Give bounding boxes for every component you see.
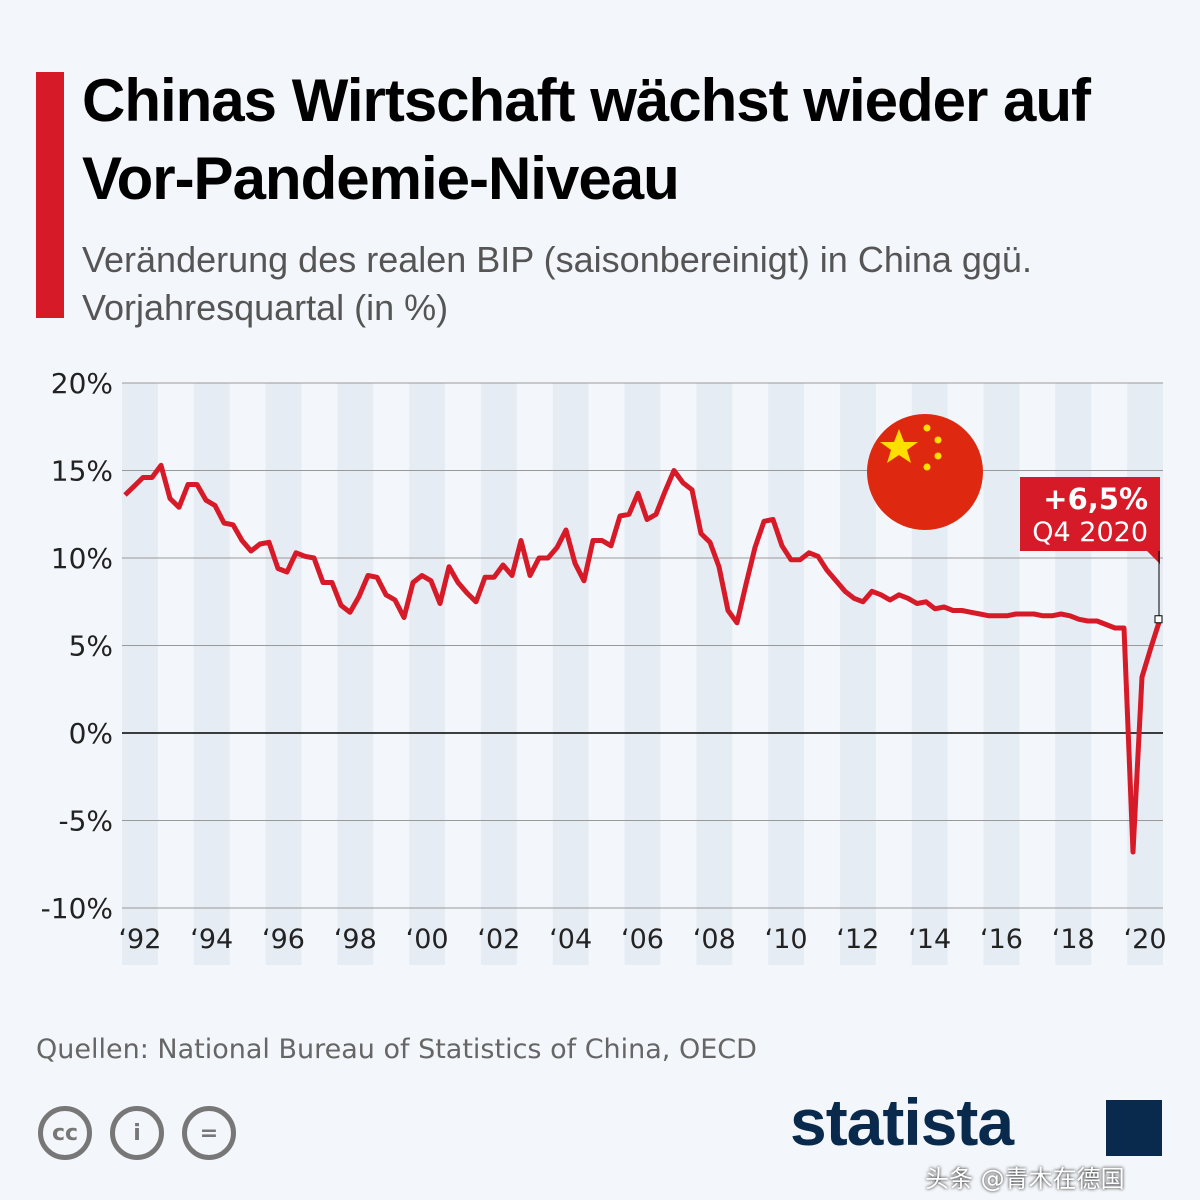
series-line <box>123 462 1163 855</box>
y-tick-label: 15% <box>51 455 113 488</box>
year-stripe <box>193 383 230 965</box>
by-icon[interactable]: i <box>110 1106 164 1160</box>
x-tick-label: ‘02 <box>477 924 520 955</box>
x-tick-label: ‘04 <box>549 924 592 955</box>
y-tick-label: 10% <box>51 542 113 575</box>
year-stripe <box>696 383 733 965</box>
year-stripe <box>265 383 302 965</box>
x-tick-label: ‘98 <box>334 924 377 955</box>
cc-icon[interactable]: cc <box>38 1106 92 1160</box>
x-tick-label: ‘08 <box>693 924 736 955</box>
x-tick-label: ‘14 <box>908 924 951 955</box>
y-tick-label: 0% <box>69 717 113 750</box>
chart-title: Chinas Wirtschaft wächst wieder auf Vor-… <box>82 67 1091 212</box>
x-tick-label: ‘06 <box>621 924 664 955</box>
year-stripe <box>480 383 517 965</box>
y-tick-label: 5% <box>69 630 113 663</box>
chart-subtitle: Veränderung des realen BIP (saisonberein… <box>82 239 1032 328</box>
x-tick-label: ‘00 <box>406 924 449 955</box>
statista-logo-mark <box>1106 1100 1162 1156</box>
watermark: 头条 @青木在德国 <box>925 1165 1125 1193</box>
y-tick-label: 20% <box>51 367 113 400</box>
statista-logo[interactable]: statista <box>790 1085 1014 1159</box>
y-tick-label: -10% <box>41 892 113 925</box>
x-tick-label: ‘20 <box>1124 924 1167 955</box>
x-tick-label: ‘16 <box>980 924 1023 955</box>
line-chart: 20% 15% 10% 5% 0% -5% -10%‘92 ‘94 ‘96 ‘98 ‘00 ‘02 ‘0… <box>41 367 1167 965</box>
nd-icon[interactable]: = <box>182 1106 236 1160</box>
year-stripe <box>983 383 1020 965</box>
x-tick-label: ‘18 <box>1052 924 1095 955</box>
x-tick-label: ‘10 <box>765 924 808 955</box>
annotation-callout: +6,5% Q4 2020 <box>1020 477 1163 624</box>
china-flag-icon <box>867 414 983 530</box>
source-note: Quellen: National Bureau of Statistics o… <box>36 1034 757 1065</box>
x-tick-label: ‘12 <box>836 924 879 955</box>
accent-bar <box>36 72 64 318</box>
annotation-label: Q4 2020 <box>1032 517 1148 548</box>
header: Chinas Wirtschaft wächst wieder auf Vor-… <box>82 62 1182 332</box>
year-stripe <box>337 383 374 965</box>
annotation-value: +6,5% <box>1043 482 1148 516</box>
x-tick-label: ‘96 <box>262 924 305 955</box>
year-stripe <box>768 383 805 965</box>
x-tick-label: ‘92 <box>118 924 161 955</box>
year-stripe <box>552 383 589 965</box>
year-stripe <box>409 383 446 965</box>
year-stripe <box>624 383 661 965</box>
y-tick-label: -5% <box>58 805 113 838</box>
x-tick-label: ‘94 <box>190 924 233 955</box>
